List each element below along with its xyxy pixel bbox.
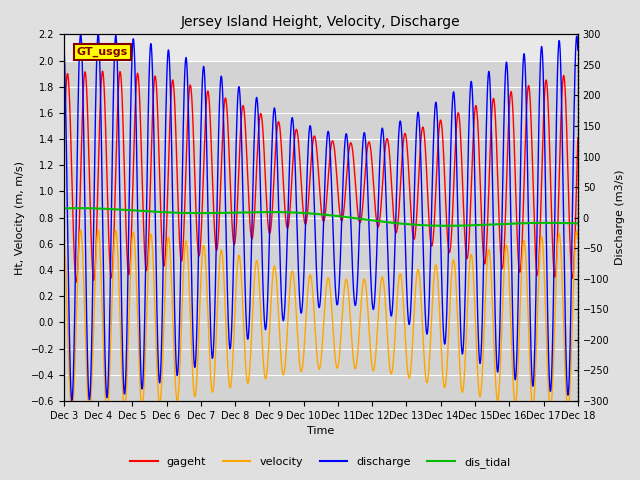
dis_tidal xyxy=(257,209,264,215)
Line: velocity: velocity xyxy=(64,230,578,414)
velocity xyxy=(257,302,264,308)
Title: Jersey Island Height, Velocity, Discharge: Jersey Island Height, Velocity, Discharg… xyxy=(181,15,461,29)
velocity xyxy=(394,282,402,288)
Line: dis_tidal: dis_tidal xyxy=(64,208,578,226)
gageht xyxy=(257,111,264,117)
gageht xyxy=(483,242,490,248)
discharge xyxy=(483,113,490,119)
velocity xyxy=(483,268,490,274)
dis_tidal xyxy=(76,205,83,211)
gageht xyxy=(574,135,582,141)
Text: GT_usgs: GT_usgs xyxy=(77,47,128,58)
velocity xyxy=(68,411,76,417)
Line: discharge: discharge xyxy=(64,34,578,400)
Y-axis label: Discharge (m3/s): Discharge (m3/s) xyxy=(615,170,625,265)
dis_tidal xyxy=(444,223,451,228)
discharge xyxy=(77,31,84,36)
velocity xyxy=(444,354,451,360)
velocity xyxy=(369,365,376,371)
dis_tidal xyxy=(444,223,451,228)
Legend: gageht, velocity, discharge, dis_tidal: gageht, velocity, discharge, dis_tidal xyxy=(125,452,515,472)
velocity xyxy=(94,227,102,233)
dis_tidal xyxy=(574,220,582,226)
discharge xyxy=(574,47,582,53)
X-axis label: Time: Time xyxy=(307,426,335,436)
dis_tidal xyxy=(154,209,161,215)
gageht xyxy=(60,151,68,156)
dis_tidal xyxy=(369,217,376,223)
gageht xyxy=(394,216,402,222)
discharge xyxy=(60,38,68,44)
discharge xyxy=(154,327,161,333)
discharge xyxy=(68,397,76,403)
gageht xyxy=(99,68,106,74)
dis_tidal xyxy=(483,222,490,228)
Line: gageht: gageht xyxy=(64,71,578,282)
gageht xyxy=(444,236,451,241)
gageht xyxy=(154,102,161,108)
discharge xyxy=(394,140,402,146)
dis_tidal xyxy=(60,205,68,211)
velocity xyxy=(154,374,161,380)
gageht xyxy=(72,279,80,285)
discharge xyxy=(369,301,376,307)
dis_tidal xyxy=(394,220,402,226)
discharge xyxy=(444,283,451,289)
gageht xyxy=(369,163,376,169)
Bar xyxy=(64,35,578,60)
discharge xyxy=(257,184,264,190)
velocity xyxy=(574,235,582,241)
Y-axis label: Ht, Velocity (m, m/s): Ht, Velocity (m, m/s) xyxy=(15,161,25,275)
velocity xyxy=(60,231,68,237)
